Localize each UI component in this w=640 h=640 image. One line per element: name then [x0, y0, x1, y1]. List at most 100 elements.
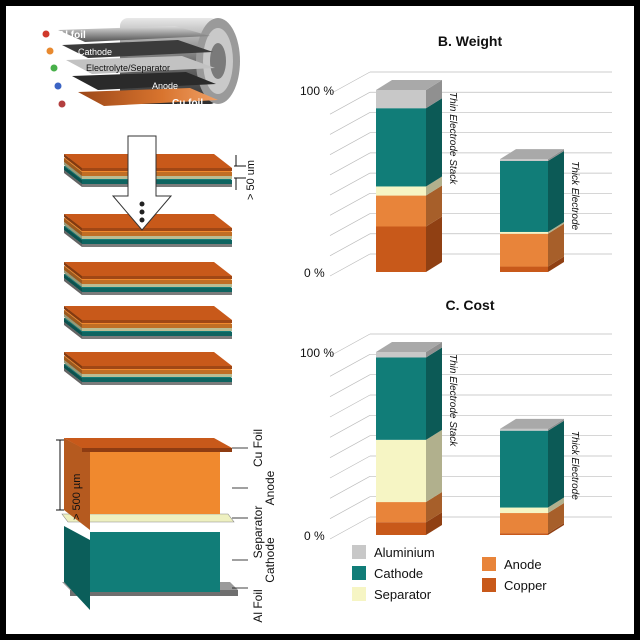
bar-segment-cathode: [500, 430, 548, 508]
dot-separator: [50, 64, 58, 72]
bar-segment-separator: [376, 439, 426, 503]
bar-side-aluminium: [426, 80, 442, 109]
grid-line: [329, 112, 371, 135]
legend-swatch-aluminium: [352, 545, 366, 559]
stack-4-cu: [64, 306, 232, 323]
bar-side-cathode: [548, 150, 564, 232]
grid-line: [329, 516, 371, 540]
bar-side-copper: [548, 256, 564, 272]
grid-line: [329, 132, 371, 155]
grid-line: [329, 71, 371, 95]
block-cu-foil: [64, 438, 232, 448]
block-anode-side: [64, 438, 90, 530]
block-label-cathode: Cathode: [263, 537, 277, 583]
bar-side-separator: [548, 497, 564, 514]
bar-segment-cathode: [376, 357, 426, 440]
legend-swatch-anode: [482, 557, 496, 571]
roll-strip-cathode: [62, 40, 213, 58]
legend-label-separator: Separator: [374, 587, 432, 602]
grid-line: [329, 496, 371, 519]
legend-swatch-copper: [482, 578, 496, 592]
grid-line: [329, 233, 371, 257]
legend-label-cathode: Cathode: [374, 566, 423, 581]
roll-strip-anode: [72, 72, 216, 90]
grid-line: [329, 152, 371, 176]
bar-segment-cathode: [376, 108, 426, 187]
figure-canvas: Al foil Cathode Electrolyte/Separator An…: [42, 18, 612, 623]
bar-side-cathode: [426, 98, 442, 187]
bar-top: [376, 342, 442, 352]
grid-line: [329, 394, 371, 418]
grid-line: [329, 476, 371, 499]
category-label: Thick Electrode: [569, 431, 580, 500]
bar-side-aluminium: [548, 149, 564, 161]
legend-label-aluminium: Aluminium: [374, 545, 435, 560]
block-thickness-label: > 500 µm: [71, 474, 83, 520]
legend-swatch-cathode: [352, 566, 366, 580]
grid-line: [329, 172, 371, 196]
bar-side-copper: [426, 512, 442, 535]
weight-chart: B. Weight 100 % 0 % Thin Electrode Stack Thi…: [300, 33, 612, 280]
bar-side-aluminium: [426, 342, 442, 358]
grid-line: [329, 213, 371, 236]
bar-top: [500, 418, 564, 429]
bar-side-separator: [426, 429, 442, 503]
block-cathode-side: [64, 526, 90, 610]
stack-thickness-label: > 50 um: [245, 160, 257, 200]
bar-segment-separator: [500, 507, 548, 514]
stack-5-cu: [64, 352, 232, 369]
chart-title: B. Weight: [438, 33, 503, 49]
bar-side-cathode: [426, 347, 442, 440]
bar-side-copper: [426, 216, 442, 272]
bar-side-anode: [426, 492, 442, 523]
block-anode: [90, 452, 220, 514]
bar-segment-copper: [376, 226, 426, 272]
bar-segment-anode: [376, 195, 426, 227]
block-illustration: > 500 µm Cu Foil Anode Separator Cathode…: [56, 429, 277, 623]
block-label-al: Al Foil: [251, 589, 265, 622]
grid-line: [329, 333, 371, 357]
bar-segment-aluminium: [500, 428, 548, 431]
dot-anode: [54, 82, 62, 90]
roll-label-separator: Electrolyte/Separator: [86, 63, 170, 73]
roll-illustration: Al foil Cathode Electrolyte/Separator An…: [42, 18, 240, 109]
category-label: Thick Electrode: [569, 161, 580, 230]
dot-cathode: [46, 47, 54, 55]
bar-segment-anode: [500, 513, 548, 534]
bar-segment-copper: [500, 266, 548, 272]
bar-segment-separator: [376, 186, 426, 196]
dot-al: [42, 30, 50, 38]
bar-segment-separator: [500, 231, 548, 234]
block-label-anode: Anode: [263, 470, 277, 505]
bar-side-separator: [548, 221, 564, 234]
roll-strip-al: [58, 26, 210, 42]
roll-label-anode: Anode: [152, 81, 178, 91]
grid-line: [329, 91, 371, 115]
bar-segment-aluminium: [376, 352, 426, 358]
chart-title: C. Cost: [446, 297, 495, 313]
grid-line: [329, 193, 371, 216]
category-label: Thin Electrode Stack: [447, 354, 458, 447]
bar-side-cathode: [548, 420, 564, 508]
block-label-cu: Cu Foil: [251, 429, 265, 467]
figure-frame: Al foil Cathode Electrolyte/Separator An…: [6, 6, 634, 634]
bar-side-anode: [548, 223, 564, 267]
grid-line: [329, 354, 371, 377]
y-tick-label: 100 %: [300, 346, 334, 360]
cost-chart: C. Cost 100 % 0 % Thin Electrode Stack Thick…: [300, 297, 612, 543]
bar-segment-aluminium: [376, 90, 426, 109]
block-cathode: [90, 532, 220, 592]
roll-label-al: Al foil: [58, 30, 86, 41]
roll-strip-separator: [66, 56, 215, 74]
bar-side-separator: [426, 176, 442, 196]
bar-side-anode: [548, 503, 564, 534]
roll-label-cu: Cu foil: [172, 98, 203, 109]
bar-segment-anode: [376, 502, 426, 523]
bar-segment-anode: [500, 233, 548, 267]
bar-segment-aluminium: [500, 159, 548, 161]
roll-strip-cu: [78, 88, 218, 106]
category-label: Thin Electrode Stack: [447, 92, 458, 185]
legend-swatch-separator: [352, 587, 366, 601]
stack-illustration: [64, 154, 232, 385]
thickness-indicator: > 50 um: [234, 155, 257, 200]
